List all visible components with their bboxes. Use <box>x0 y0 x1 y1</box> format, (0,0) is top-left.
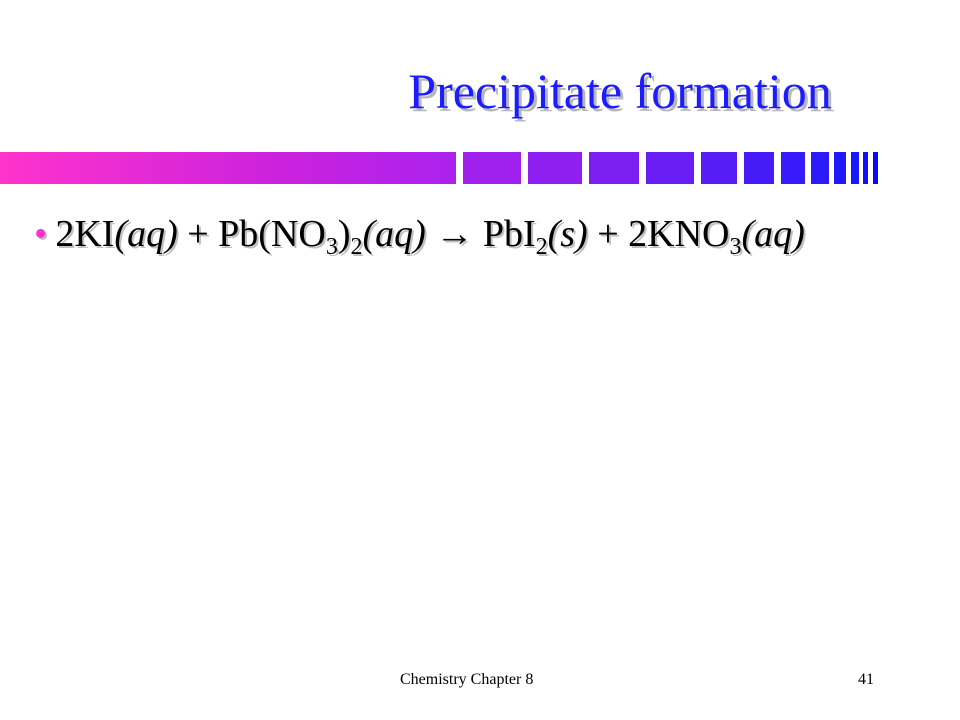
equation-part: 2KI <box>55 213 115 255</box>
bar-segment <box>646 152 694 184</box>
bar-segment <box>589 152 639 184</box>
equation-part: 3 <box>325 234 338 260</box>
bar-segment <box>463 152 521 184</box>
bullet-dot: • <box>34 213 48 255</box>
equation-part: (aq) <box>741 213 805 255</box>
equation-part: PbI <box>482 213 536 255</box>
bar-segment <box>744 152 774 184</box>
equation-part: + 2KNO <box>587 213 730 255</box>
bar-segment <box>781 152 805 184</box>
bar-segment <box>863 152 868 184</box>
equation-part: + Pb(NO <box>177 213 326 255</box>
bar-segment <box>811 152 829 184</box>
footer: Chemistry Chapter 8 <box>400 671 534 688</box>
slide-title: Precipitate formation <box>408 63 832 119</box>
equation-part: 2 <box>350 234 363 260</box>
equation-part: 2 <box>535 234 548 260</box>
bar-segment <box>0 152 456 184</box>
equation-part: ) <box>337 213 351 255</box>
page-number: 41 <box>858 671 874 688</box>
bar-segment <box>873 152 878 184</box>
bar-segment <box>851 152 859 184</box>
equation-part: (s) <box>547 213 588 255</box>
equation-part: 3 <box>729 234 742 260</box>
bullet-item: • 2KI(aq) + Pb(NO3)2(aq) → PbI2(s) + 2KNO… <box>34 212 805 261</box>
equation-part: (aq) <box>114 213 178 255</box>
equation-part: (aq) <box>362 213 426 255</box>
bar-segment <box>834 152 846 184</box>
equation-part: → <box>425 213 483 255</box>
bar-segment <box>701 152 737 184</box>
bar-segment <box>528 152 582 184</box>
